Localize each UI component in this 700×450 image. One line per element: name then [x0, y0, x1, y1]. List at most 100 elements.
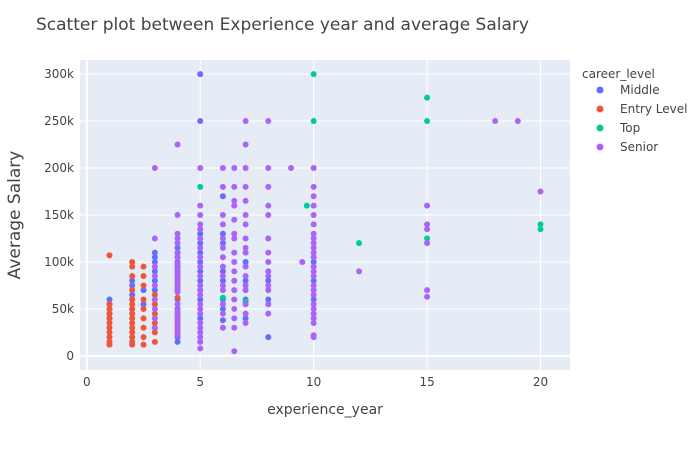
data-point[interactable] — [242, 310, 249, 317]
data-point[interactable] — [140, 301, 147, 308]
data-point[interactable] — [106, 329, 113, 336]
data-point[interactable] — [231, 324, 238, 331]
data-point[interactable] — [151, 258, 158, 265]
data-point[interactable] — [197, 329, 204, 336]
data-point[interactable] — [129, 282, 136, 289]
data-point[interactable] — [129, 310, 136, 317]
data-point[interactable] — [197, 338, 204, 345]
data-point[interactable] — [219, 244, 226, 251]
data-point[interactable] — [151, 329, 158, 336]
data-point[interactable] — [140, 315, 147, 322]
legend-item[interactable]: Middle — [596, 83, 660, 97]
data-point[interactable] — [174, 141, 181, 148]
data-point[interactable] — [197, 230, 204, 237]
data-point[interactable] — [197, 282, 204, 289]
data-point[interactable] — [219, 310, 226, 317]
data-point[interactable] — [151, 310, 158, 317]
data-point[interactable] — [219, 305, 226, 312]
data-point[interactable] — [219, 221, 226, 228]
data-point[interactable] — [242, 263, 249, 270]
data-point[interactable] — [197, 249, 204, 256]
data-point[interactable] — [140, 263, 147, 270]
data-point[interactable] — [310, 249, 317, 256]
data-point[interactable] — [197, 258, 204, 265]
data-point[interactable] — [219, 287, 226, 294]
data-point[interactable] — [129, 277, 136, 284]
data-point[interactable] — [197, 315, 204, 322]
data-point[interactable] — [129, 258, 136, 265]
data-point[interactable] — [174, 260, 181, 267]
data-point[interactable] — [265, 310, 272, 317]
data-point[interactable] — [197, 301, 204, 308]
data-point[interactable] — [424, 118, 431, 125]
data-point[interactable] — [174, 235, 181, 242]
data-point[interactable] — [197, 296, 204, 303]
data-point[interactable] — [140, 273, 147, 280]
data-point[interactable] — [231, 305, 238, 312]
data-point[interactable] — [242, 320, 249, 327]
data-point[interactable] — [197, 244, 204, 251]
data-point[interactable] — [242, 277, 249, 284]
data-point[interactable] — [242, 165, 249, 172]
data-point[interactable] — [174, 244, 181, 251]
data-point[interactable] — [265, 277, 272, 284]
data-point[interactable] — [265, 282, 272, 289]
data-point[interactable] — [140, 305, 147, 312]
data-point[interactable] — [151, 277, 158, 284]
data-point[interactable] — [242, 197, 249, 204]
data-point[interactable] — [242, 118, 249, 125]
data-point[interactable] — [106, 305, 113, 312]
data-point[interactable] — [265, 287, 272, 294]
data-point[interactable] — [219, 263, 226, 270]
data-point[interactable] — [231, 258, 238, 265]
data-point[interactable] — [219, 277, 226, 284]
data-point[interactable] — [151, 249, 158, 256]
data-point[interactable] — [129, 334, 136, 341]
data-point[interactable] — [514, 118, 521, 125]
data-point[interactable] — [310, 118, 317, 125]
data-point[interactable] — [197, 305, 204, 312]
data-point[interactable] — [219, 254, 226, 261]
data-point[interactable] — [231, 315, 238, 322]
data-point[interactable] — [242, 315, 249, 322]
data-point[interactable] — [151, 268, 158, 275]
data-point[interactable] — [151, 315, 158, 322]
data-point[interactable] — [197, 263, 204, 270]
data-point[interactable] — [356, 268, 363, 275]
data-point[interactable] — [310, 263, 317, 270]
data-point[interactable] — [197, 202, 204, 209]
data-point[interactable] — [424, 226, 431, 233]
data-point[interactable] — [174, 270, 181, 277]
data-point[interactable] — [197, 273, 204, 280]
data-point[interactable] — [151, 305, 158, 312]
data-point[interactable] — [219, 193, 226, 200]
data-point[interactable] — [310, 291, 317, 298]
data-point[interactable] — [242, 212, 249, 218]
data-point[interactable] — [265, 118, 272, 125]
data-point[interactable] — [129, 291, 136, 298]
data-point[interactable] — [106, 324, 113, 331]
data-point[interactable] — [197, 212, 204, 218]
data-point[interactable] — [129, 287, 136, 294]
data-point[interactable] — [231, 230, 238, 237]
data-point[interactable] — [140, 341, 147, 348]
data-point[interactable] — [265, 296, 272, 303]
data-point[interactable] — [129, 273, 136, 280]
data-point[interactable] — [310, 244, 317, 251]
data-point[interactable] — [140, 282, 147, 289]
data-point[interactable] — [197, 254, 204, 261]
data-point[interactable] — [174, 254, 181, 261]
data-point[interactable] — [231, 249, 238, 256]
data-point[interactable] — [265, 249, 272, 256]
data-point[interactable] — [151, 282, 158, 289]
data-point[interactable] — [231, 296, 238, 303]
legend[interactable]: career_level Middle Entry Level Top Senior — [582, 67, 687, 154]
data-point[interactable] — [310, 310, 317, 317]
data-point[interactable] — [219, 273, 226, 280]
data-point[interactable] — [265, 235, 272, 242]
legend-item[interactable]: Top — [596, 121, 641, 135]
data-point[interactable] — [265, 268, 272, 275]
data-point[interactable] — [310, 315, 317, 322]
data-point[interactable] — [310, 183, 317, 190]
data-point[interactable] — [310, 240, 317, 247]
